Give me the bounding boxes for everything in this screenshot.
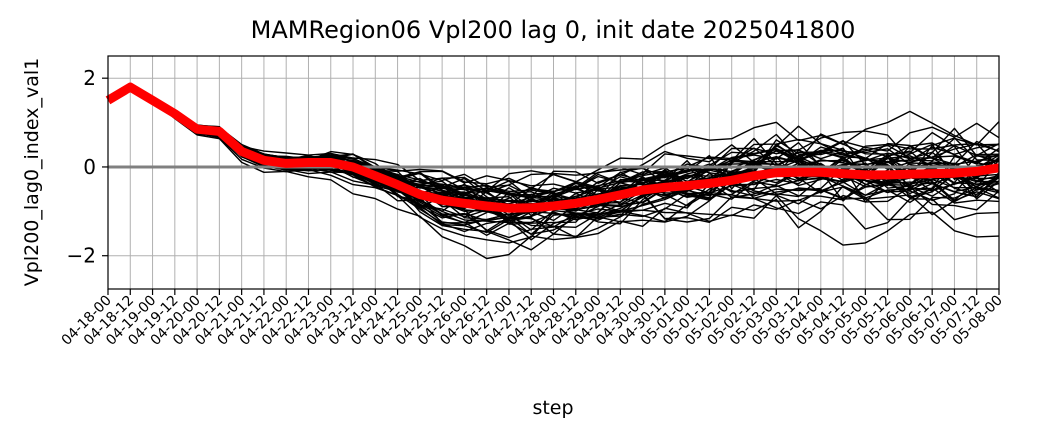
y-ticks: −2 0 2: [67, 66, 108, 268]
y-tick-label: −2: [67, 244, 96, 268]
chart-title: MAMRegion06 Vpl200 lag 0, init date 2025…: [251, 16, 856, 44]
ensemble-member-line: [107, 86, 1000, 260]
ensemble-member-line: [107, 86, 1000, 192]
ensemble-member-line: [107, 86, 1000, 244]
y-tick-label: 0: [83, 155, 96, 179]
y-axis-label: Vpl200_lag0_index_val1: [21, 58, 43, 286]
x-axis-label: step: [532, 397, 573, 419]
y-tick-label: 2: [83, 66, 96, 90]
ensemble-member-line: [107, 86, 1000, 231]
ensemble-mean-line: [105, 82, 1000, 213]
x-ticks: 04-18-0004-18-1204-19-0004-19-1204-20-00…: [59, 289, 1006, 349]
